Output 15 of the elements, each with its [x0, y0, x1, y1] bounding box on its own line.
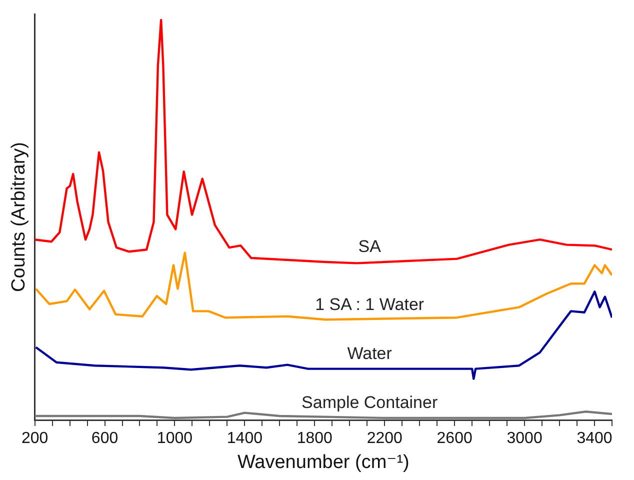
- x-tick-label: 1000: [156, 430, 193, 448]
- x-tick-label: 2600: [436, 430, 472, 448]
- x-tick-label: 1400: [226, 430, 263, 448]
- x-tick-label: 3000: [506, 430, 542, 448]
- x-axis-title: Wavenumber (cm⁻¹): [237, 452, 410, 473]
- x-tick-label: 2200: [366, 430, 403, 448]
- series-label: Water: [347, 344, 392, 363]
- x-tick-label: 3400: [576, 430, 612, 448]
- x-tick-label: 1800: [296, 430, 333, 448]
- series-label: Sample Container: [302, 393, 438, 412]
- series-label: 1 SA : 1 Water: [315, 294, 424, 314]
- y-axis-title: Counts (Arbitrary): [8, 142, 30, 292]
- x-tick-label: 600: [91, 430, 118, 448]
- series-label: SA: [358, 237, 382, 256]
- x-tick-label: 200: [21, 430, 48, 448]
